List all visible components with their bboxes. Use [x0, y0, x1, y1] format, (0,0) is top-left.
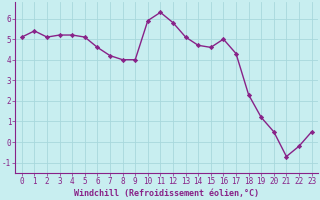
X-axis label: Windchill (Refroidissement éolien,°C): Windchill (Refroidissement éolien,°C)	[74, 189, 259, 198]
